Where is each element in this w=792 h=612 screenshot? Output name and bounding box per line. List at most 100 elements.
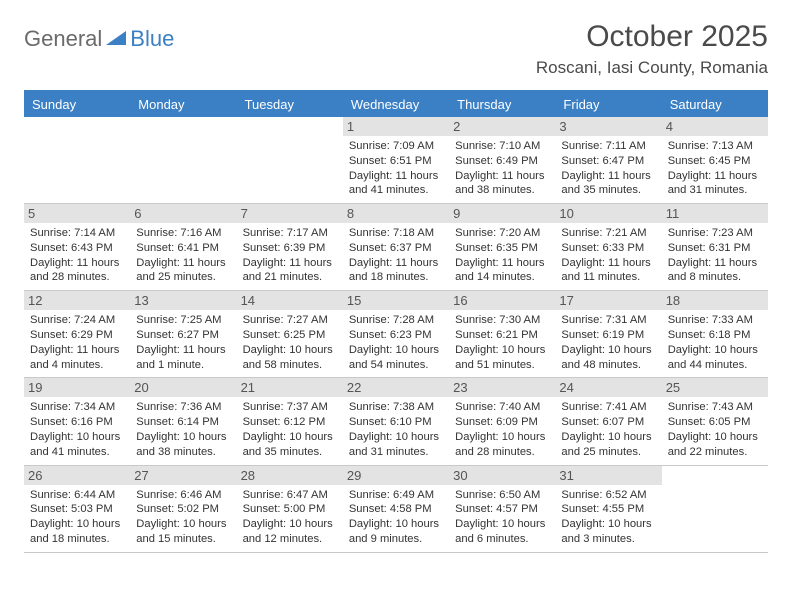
cell-sunrise: Sunrise: 7:18 AM	[349, 226, 443, 241]
cell-sunset: Sunset: 4:57 PM	[455, 502, 549, 517]
cell-sunrise: Sunrise: 7:21 AM	[561, 226, 655, 241]
location: Roscani, Iasi County, Romania	[536, 58, 768, 78]
day-number: 30	[449, 466, 555, 485]
cell-daylight1: Daylight: 11 hours	[668, 169, 762, 184]
calendar-cell: 8Sunrise: 7:18 AMSunset: 6:37 PMDaylight…	[343, 204, 449, 290]
cell-sunset: Sunset: 6:35 PM	[455, 241, 549, 256]
cell-sunset: Sunset: 6:18 PM	[668, 328, 762, 343]
cell-daylight2: and 22 minutes.	[668, 445, 762, 460]
calendar-cell: 27Sunrise: 6:46 AMSunset: 5:02 PMDayligh…	[130, 466, 236, 552]
cell-daylight2: and 15 minutes.	[136, 532, 230, 547]
cell-daylight1: Daylight: 11 hours	[30, 256, 124, 271]
cell-daylight1: Daylight: 10 hours	[561, 517, 655, 532]
cell-sunrise: Sunrise: 7:41 AM	[561, 400, 655, 415]
cell-sunrise: Sunrise: 7:14 AM	[30, 226, 124, 241]
cell-sunset: Sunset: 6:29 PM	[30, 328, 124, 343]
day-number: 6	[130, 204, 236, 223]
cell-daylight2: and 8 minutes.	[668, 270, 762, 285]
logo-text-blue: Blue	[130, 26, 174, 52]
week-row: 1Sunrise: 7:09 AMSunset: 6:51 PMDaylight…	[24, 117, 768, 204]
cell-daylight2: and 38 minutes.	[136, 445, 230, 460]
cell-sunset: Sunset: 6:39 PM	[243, 241, 337, 256]
cell-daylight1: Daylight: 10 hours	[455, 343, 549, 358]
cell-daylight1: Daylight: 11 hours	[668, 256, 762, 271]
cell-sunrise: Sunrise: 7:43 AM	[668, 400, 762, 415]
cell-sunset: Sunset: 6:49 PM	[455, 154, 549, 169]
day-number: 9	[449, 204, 555, 223]
cell-daylight2: and 25 minutes.	[561, 445, 655, 460]
calendar-cell: 5Sunrise: 7:14 AMSunset: 6:43 PMDaylight…	[24, 204, 130, 290]
day-number: 17	[555, 291, 661, 310]
cell-sunset: Sunset: 6:33 PM	[561, 241, 655, 256]
cell-daylight1: Daylight: 10 hours	[30, 517, 124, 532]
week-row: 12Sunrise: 7:24 AMSunset: 6:29 PMDayligh…	[24, 291, 768, 378]
cell-sunset: Sunset: 6:14 PM	[136, 415, 230, 430]
cell-sunrise: Sunrise: 6:47 AM	[243, 488, 337, 503]
day-header: Tuesday	[237, 92, 343, 117]
cell-sunset: Sunset: 6:51 PM	[349, 154, 443, 169]
cell-daylight2: and 4 minutes.	[30, 358, 124, 373]
month-title: October 2025	[536, 20, 768, 54]
day-number: 12	[24, 291, 130, 310]
cell-sunrise: Sunrise: 7:25 AM	[136, 313, 230, 328]
cell-daylight2: and 35 minutes.	[561, 183, 655, 198]
header: General Blue October 2025 Roscani, Iasi …	[24, 20, 768, 78]
day-number: 19	[24, 378, 130, 397]
cell-daylight1: Daylight: 11 hours	[455, 169, 549, 184]
cell-sunset: Sunset: 6:41 PM	[136, 241, 230, 256]
cell-daylight2: and 54 minutes.	[349, 358, 443, 373]
calendar-cell: 9Sunrise: 7:20 AMSunset: 6:35 PMDaylight…	[449, 204, 555, 290]
logo-triangle-icon	[106, 29, 126, 50]
calendar-cell: 30Sunrise: 6:50 AMSunset: 4:57 PMDayligh…	[449, 466, 555, 552]
cell-daylight1: Daylight: 10 hours	[136, 517, 230, 532]
cell-sunrise: Sunrise: 7:37 AM	[243, 400, 337, 415]
calendar-cell: 29Sunrise: 6:49 AMSunset: 4:58 PMDayligh…	[343, 466, 449, 552]
cell-sunrise: Sunrise: 7:28 AM	[349, 313, 443, 328]
day-number: 8	[343, 204, 449, 223]
calendar-cell: 2Sunrise: 7:10 AMSunset: 6:49 PMDaylight…	[449, 117, 555, 203]
cell-daylight1: Daylight: 11 hours	[136, 256, 230, 271]
day-number: 23	[449, 378, 555, 397]
calendar-cell	[662, 466, 768, 552]
calendar-cell: 21Sunrise: 7:37 AMSunset: 6:12 PMDayligh…	[237, 378, 343, 464]
cell-sunrise: Sunrise: 7:09 AM	[349, 139, 443, 154]
cell-daylight2: and 14 minutes.	[455, 270, 549, 285]
week-row: 26Sunrise: 6:44 AMSunset: 5:03 PMDayligh…	[24, 466, 768, 553]
calendar-cell: 12Sunrise: 7:24 AMSunset: 6:29 PMDayligh…	[24, 291, 130, 377]
calendar-page: General Blue October 2025 Roscani, Iasi …	[0, 0, 792, 573]
calendar-cell: 25Sunrise: 7:43 AMSunset: 6:05 PMDayligh…	[662, 378, 768, 464]
cell-sunrise: Sunrise: 6:44 AM	[30, 488, 124, 503]
calendar-cell: 23Sunrise: 7:40 AMSunset: 6:09 PMDayligh…	[449, 378, 555, 464]
cell-daylight1: Daylight: 10 hours	[243, 430, 337, 445]
day-number: 3	[555, 117, 661, 136]
cell-sunrise: Sunrise: 7:13 AM	[668, 139, 762, 154]
cell-sunset: Sunset: 6:12 PM	[243, 415, 337, 430]
cell-daylight2: and 18 minutes.	[30, 532, 124, 547]
cell-sunrise: Sunrise: 7:36 AM	[136, 400, 230, 415]
cell-daylight2: and 6 minutes.	[455, 532, 549, 547]
day-header: Thursday	[449, 92, 555, 117]
cell-sunset: Sunset: 5:00 PM	[243, 502, 337, 517]
cell-daylight2: and 9 minutes.	[349, 532, 443, 547]
title-block: October 2025 Roscani, Iasi County, Roman…	[536, 20, 768, 78]
day-header: Saturday	[662, 92, 768, 117]
cell-daylight2: and 44 minutes.	[668, 358, 762, 373]
day-header: Friday	[555, 92, 661, 117]
cell-sunset: Sunset: 6:09 PM	[455, 415, 549, 430]
cell-daylight2: and 38 minutes.	[455, 183, 549, 198]
calendar-cell: 10Sunrise: 7:21 AMSunset: 6:33 PMDayligh…	[555, 204, 661, 290]
calendar-cell: 26Sunrise: 6:44 AMSunset: 5:03 PMDayligh…	[24, 466, 130, 552]
day-number: 13	[130, 291, 236, 310]
cell-daylight2: and 51 minutes.	[455, 358, 549, 373]
cell-daylight1: Daylight: 10 hours	[561, 430, 655, 445]
cell-daylight2: and 11 minutes.	[561, 270, 655, 285]
cell-daylight1: Daylight: 11 hours	[349, 169, 443, 184]
cell-daylight1: Daylight: 10 hours	[455, 517, 549, 532]
cell-sunrise: Sunrise: 7:27 AM	[243, 313, 337, 328]
calendar: SundayMondayTuesdayWednesdayThursdayFrid…	[24, 90, 768, 553]
cell-daylight2: and 21 minutes.	[243, 270, 337, 285]
cell-sunrise: Sunrise: 7:34 AM	[30, 400, 124, 415]
weeks-container: 1Sunrise: 7:09 AMSunset: 6:51 PMDaylight…	[24, 117, 768, 553]
day-number: 14	[237, 291, 343, 310]
cell-daylight2: and 41 minutes.	[349, 183, 443, 198]
